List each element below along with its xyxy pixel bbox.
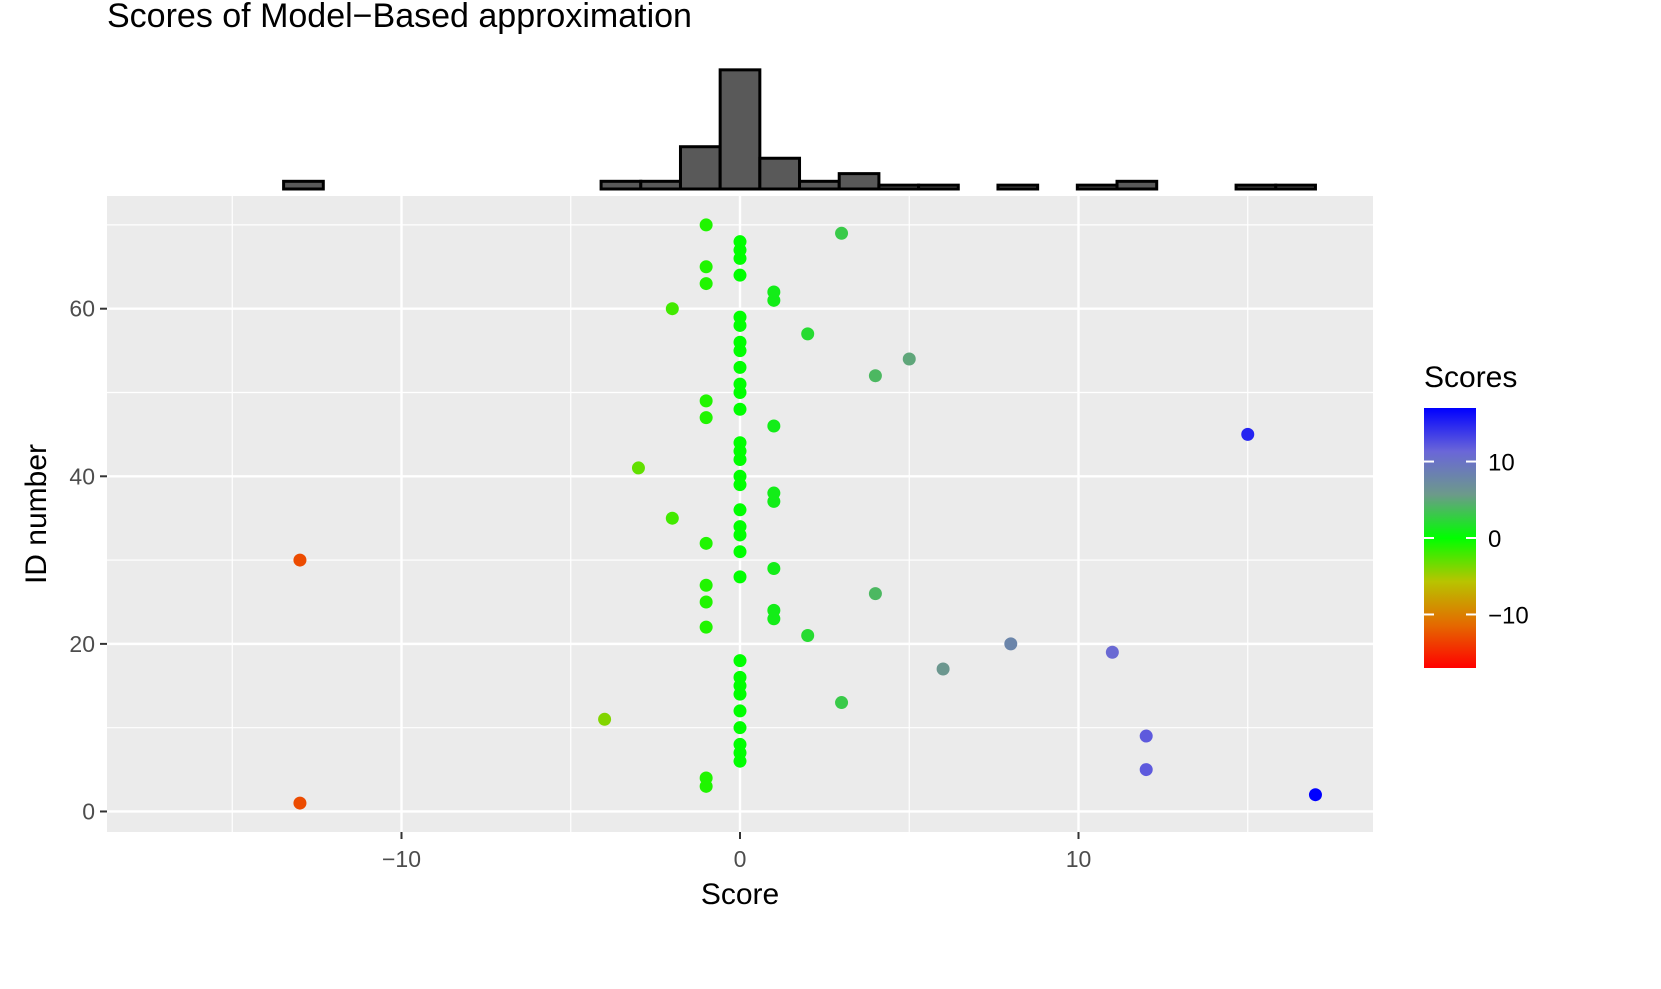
point — [1139, 729, 1153, 743]
point — [1105, 645, 1119, 659]
y-axis-title: ID number — [20, 444, 53, 584]
point — [767, 419, 781, 433]
point — [733, 377, 747, 391]
histogram-bar — [798, 179, 841, 191]
histogram-bar — [639, 179, 682, 191]
histogram-bar — [678, 145, 722, 191]
point — [1241, 427, 1255, 441]
point — [1004, 637, 1018, 651]
point — [733, 721, 747, 735]
point — [733, 360, 747, 374]
point — [733, 469, 747, 483]
histogram-bar — [1115, 179, 1159, 191]
point — [699, 277, 713, 291]
point — [699, 578, 713, 592]
point — [767, 486, 781, 500]
point — [868, 369, 882, 383]
point — [733, 235, 747, 249]
point — [733, 704, 747, 718]
point — [733, 570, 747, 584]
histogram-bar — [877, 183, 921, 191]
point — [699, 411, 713, 425]
legend-tick-label: 10 — [1488, 450, 1515, 477]
point — [665, 511, 679, 525]
x-axis-title: Score — [701, 878, 779, 911]
point — [665, 302, 679, 316]
point — [733, 737, 747, 751]
point — [699, 260, 713, 274]
point — [733, 402, 747, 416]
point — [801, 327, 815, 341]
point — [902, 352, 916, 366]
histogram-bar — [837, 172, 881, 191]
point — [598, 712, 612, 726]
histogram-bar — [1274, 183, 1317, 191]
point — [767, 561, 781, 575]
point — [293, 553, 307, 567]
point — [699, 620, 713, 634]
point — [733, 335, 747, 349]
point — [936, 662, 950, 676]
histogram-bar — [282, 179, 325, 191]
histogram-bar — [1234, 183, 1278, 191]
point — [868, 587, 882, 601]
point — [699, 595, 713, 609]
histogram-bar — [996, 183, 1040, 191]
point — [801, 629, 815, 643]
point — [835, 226, 849, 240]
point — [733, 268, 747, 282]
point — [1139, 763, 1153, 777]
histogram-bar — [1075, 183, 1119, 191]
chart-title: Scores of Model−Based approximation — [107, 0, 692, 35]
point — [293, 796, 307, 810]
histogram-bar — [718, 68, 762, 191]
legend-tick-label: 0 — [1488, 526, 1501, 553]
legend-tick-label: −10 — [1488, 602, 1529, 629]
point — [699, 394, 713, 408]
point — [631, 461, 645, 475]
x-tick-label: 10 — [1066, 846, 1092, 872]
legend-title: Scores — [1424, 361, 1517, 394]
y-tick-label: 40 — [69, 463, 95, 489]
point — [733, 503, 747, 517]
y-tick-label: 20 — [69, 631, 95, 657]
point — [699, 771, 713, 785]
y-tick-label: 60 — [69, 296, 95, 322]
histogram-bar — [599, 179, 643, 191]
histogram-bar — [758, 156, 802, 191]
point — [767, 285, 781, 299]
point — [835, 696, 849, 710]
point — [733, 520, 747, 534]
point — [733, 654, 747, 668]
point — [733, 670, 747, 684]
point — [1308, 788, 1322, 802]
histogram-bar — [917, 183, 960, 191]
point — [733, 436, 747, 450]
y-tick-label: 0 — [82, 798, 95, 824]
point — [733, 545, 747, 559]
point — [767, 603, 781, 617]
point — [699, 536, 713, 550]
x-tick-label: −10 — [382, 846, 421, 872]
x-tick-label: 0 — [734, 846, 747, 872]
point — [733, 310, 747, 324]
point — [699, 218, 713, 232]
